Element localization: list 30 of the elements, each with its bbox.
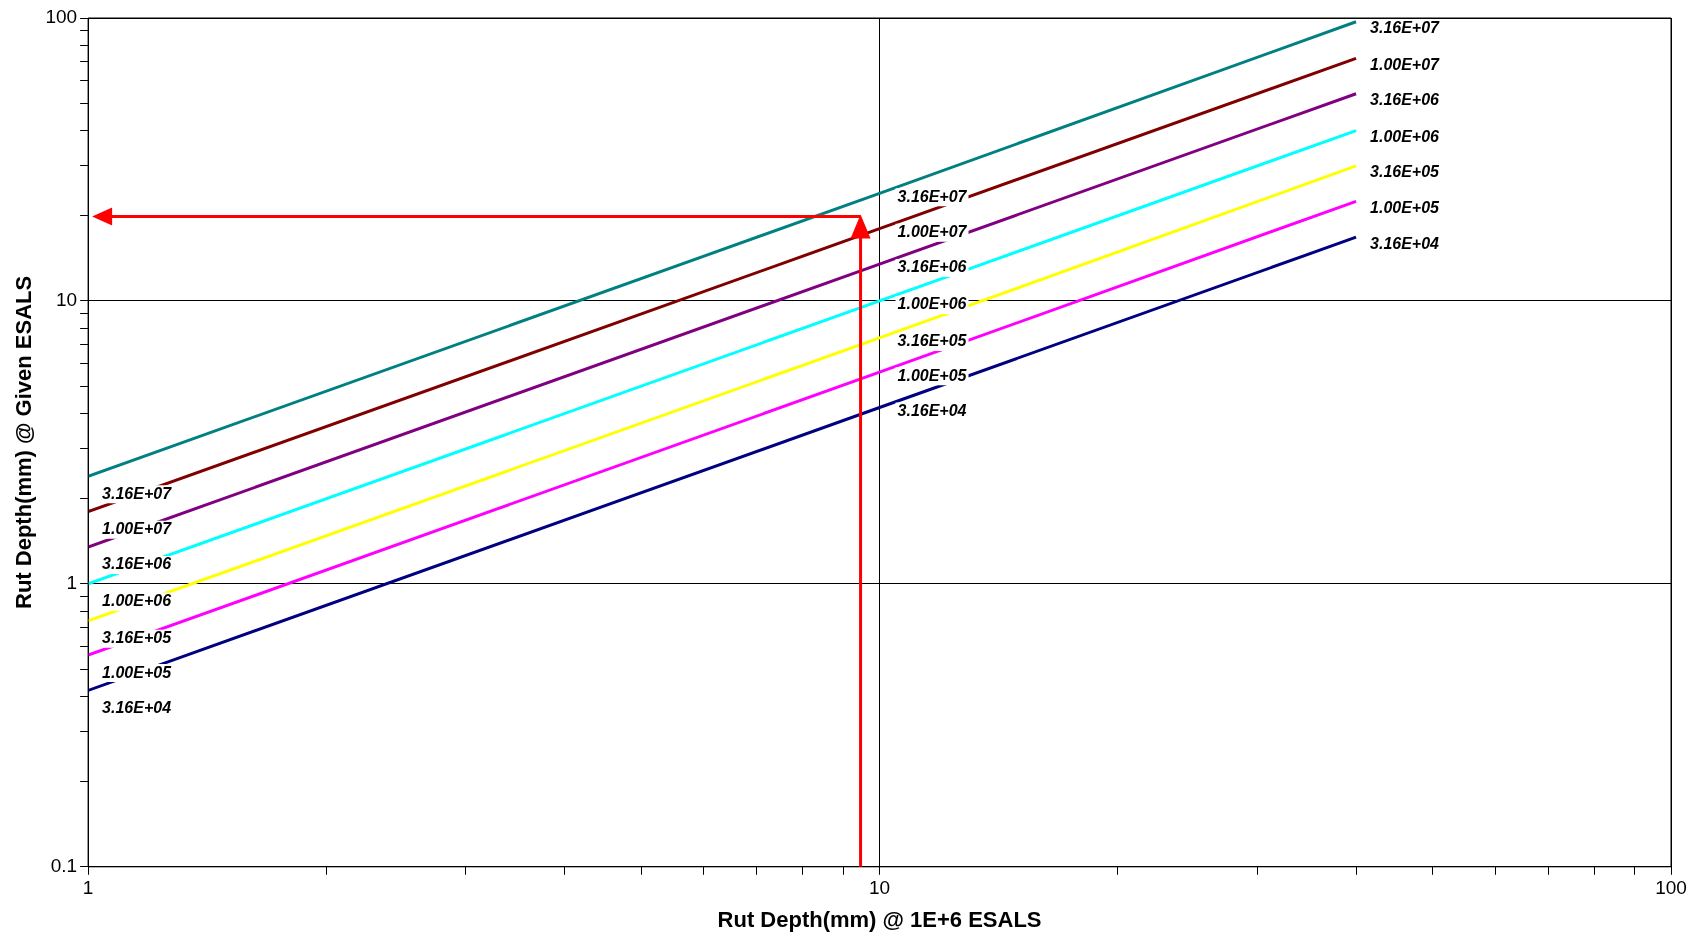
x-tick-label: 100 — [1655, 877, 1687, 899]
series-label: 1.00E+05 — [897, 366, 968, 384]
text: 3.16E+06 — [102, 555, 172, 573]
text: 3.16E+04 — [1370, 234, 1439, 252]
series-label: 3.16E+05 — [897, 332, 968, 350]
x-axis-title: Rut Depth(mm) @ 1E+6 ESALS — [717, 906, 1042, 932]
y-tick-label: 100 — [45, 6, 78, 28]
series-label: 1.00E+06 — [897, 295, 967, 313]
text: 3.16E+06 — [1370, 91, 1439, 109]
series-label: 3.16E+04 — [897, 401, 967, 419]
y-axis-title: Rut Depth(mm) @ Given ESALS — [11, 275, 37, 609]
x-tick-label: 10 — [868, 877, 891, 899]
series-label: 3.16E+06 — [897, 258, 967, 276]
text: 1.00E+05 — [102, 663, 172, 681]
text: 3.16E+05 — [1370, 163, 1439, 181]
text: 3.16E+05 — [102, 629, 172, 647]
text: 1.00E+07 — [102, 520, 172, 538]
text: 1.00E+07 — [1370, 55, 1439, 73]
x-tick-label: 1 — [82, 877, 94, 899]
text: 1.00E+06 — [1370, 128, 1439, 145]
y-tick-label: 0.1 — [50, 855, 78, 877]
text: 3.16E+07 — [1370, 19, 1439, 37]
text: 1.00E+06 — [102, 592, 172, 610]
series-label: 3.16E+07 — [897, 187, 968, 205]
text: 3.16E+07 — [102, 484, 172, 502]
text: 3.16E+04 — [102, 698, 172, 716]
y-tick-label: 10 — [55, 289, 78, 311]
y-tick-label: 1 — [66, 572, 78, 594]
series-label: 1.00E+07 — [897, 223, 968, 241]
text: 1.00E+05 — [1370, 198, 1439, 216]
